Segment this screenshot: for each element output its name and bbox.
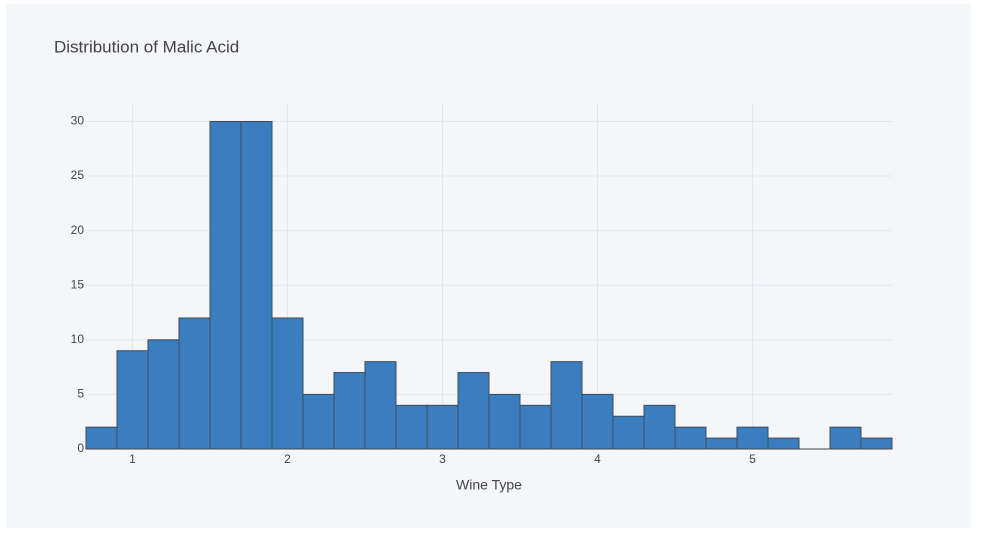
bar xyxy=(581,393,614,450)
bar xyxy=(550,361,583,450)
bar xyxy=(612,415,645,450)
bar xyxy=(860,437,893,450)
bar xyxy=(333,372,366,450)
bar xyxy=(209,120,242,450)
bar xyxy=(829,426,862,450)
bar xyxy=(767,437,800,450)
y-tick-label: 25 xyxy=(71,168,85,182)
x-tick-label: 4 xyxy=(594,452,601,466)
bar xyxy=(302,393,335,450)
bar xyxy=(240,120,273,450)
y-tick-label: 15 xyxy=(71,277,85,291)
bar xyxy=(85,426,118,450)
bar xyxy=(364,361,397,450)
y-tick-label: 10 xyxy=(71,332,85,346)
y-tick-label: 20 xyxy=(71,223,85,237)
chart-title: Distribution of Malic Acid xyxy=(54,37,239,56)
bar xyxy=(674,426,707,450)
x-tick-label: 1 xyxy=(129,452,136,466)
bar xyxy=(178,317,211,450)
x-tick-label: 3 xyxy=(439,452,446,466)
y-tick-label: 0 xyxy=(77,441,84,455)
bar xyxy=(271,317,304,450)
y-tick-label: 5 xyxy=(77,387,84,401)
bar xyxy=(395,404,428,450)
x-tick-label: 2 xyxy=(284,452,291,466)
bar xyxy=(147,339,180,450)
x-tick-label: 5 xyxy=(749,452,756,466)
bar xyxy=(457,372,490,450)
bar xyxy=(519,404,552,450)
y-tick-label: 30 xyxy=(71,114,85,128)
bar xyxy=(736,426,769,450)
bar xyxy=(643,404,676,450)
x-axis-label: Wine Type xyxy=(456,477,522,493)
bar xyxy=(426,404,459,450)
bar xyxy=(116,350,149,450)
bar xyxy=(705,437,738,450)
bar xyxy=(488,393,521,450)
